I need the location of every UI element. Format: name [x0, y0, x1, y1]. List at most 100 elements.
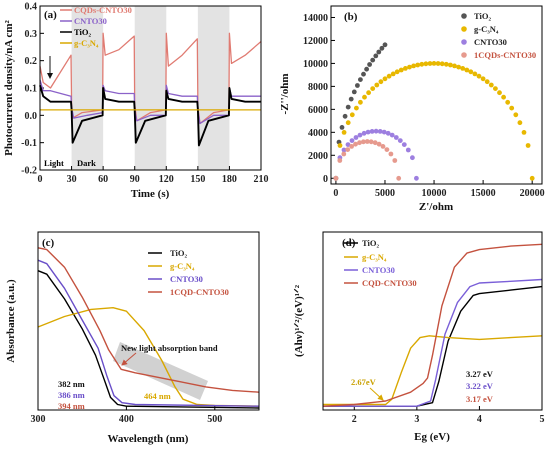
data-point-tio	[339, 125, 345, 130]
series-line-cnto30	[37, 259, 260, 407]
data-point-g-c-n	[431, 61, 437, 66]
legend-tio2: TiO₂	[362, 238, 379, 248]
data-point-g-c-n	[443, 61, 449, 67]
data-point-cnto30	[393, 135, 399, 140]
data-point-tio	[361, 71, 366, 77]
panel-a-frame	[39, 5, 262, 171]
panel-b-series	[333, 42, 535, 181]
data-point-g-c-n	[468, 69, 474, 75]
data-point-g-c-n	[366, 90, 371, 96]
data-point-tio	[370, 57, 376, 63]
data-point-g-c-n	[435, 61, 441, 66]
dark-interval-bands	[71, 6, 230, 170]
annotation-394nm: 394 nm	[58, 401, 85, 411]
series-line-g-c-n	[37, 307, 260, 407]
data-point-g-c-n	[341, 130, 347, 135]
data-point-g-c-n	[448, 62, 453, 68]
legend-swatch-tio2	[461, 13, 467, 19]
data-point-tio	[351, 89, 357, 95]
x-tick-label: 300	[31, 414, 46, 425]
legend-cnto30: CNTO30	[170, 274, 203, 284]
data-point-cnto30	[401, 142, 407, 148]
data-point-g-c-n	[497, 90, 502, 96]
x-tick-label: 0	[333, 188, 338, 199]
data-point-1cqds-cnto30	[341, 151, 347, 157]
data-point-g-c-n	[480, 76, 486, 82]
y-tick-label: 4000	[308, 128, 328, 139]
y-tick-label: 0.2	[25, 56, 38, 67]
annotation-2-67ev: 2.67eV	[351, 377, 377, 387]
data-point-g-c-n	[501, 94, 506, 100]
annotation-382nm: 382 nm	[58, 379, 85, 389]
data-point-cnto30	[410, 155, 415, 161]
annotation-2-67ev-arrow	[369, 387, 384, 401]
y-tick-label: 2000	[308, 151, 328, 162]
data-point-g-c-n	[525, 143, 531, 148]
panel-b: 0 5000 10000 15000 20000 0 2000 4000 6000 8000 100…	[279, 5, 545, 213]
dark-label: Dark	[77, 158, 96, 168]
x-tick-label: 15000	[471, 188, 496, 199]
data-point-1cqds-cnto30	[357, 140, 362, 146]
panel-a-xlabel: Time (s)	[131, 188, 170, 200]
legend-gc3n4: g-C₃N₄	[362, 252, 387, 262]
y-tick-label: 0.3	[25, 29, 38, 40]
data-point-tio	[345, 104, 351, 110]
data-point-tio	[348, 96, 354, 102]
data-point-1cqds-cnto30	[392, 158, 398, 163]
data-point-g-c-n	[378, 79, 384, 85]
data-point-cnto30	[381, 129, 387, 135]
y-tick-label: 12000	[303, 36, 328, 47]
data-point-g-c-n	[415, 62, 421, 68]
data-point-g-c-n	[419, 61, 425, 67]
x-tick-label: 10000	[422, 188, 447, 199]
data-point-g-c-n	[476, 73, 482, 79]
data-point-tio	[355, 83, 360, 88]
panel-c-legend: TiO₂ g-C₃N₄ CNTO30 1CQD-CNTO30	[148, 248, 229, 297]
data-point-g-c-n	[407, 64, 412, 70]
panel-b-xlabel: Z'/ohm	[419, 201, 453, 213]
data-point-g-c-n	[354, 105, 359, 111]
data-point-1cqds-cnto30	[361, 139, 366, 145]
panel-a: 0 30 60 90 120 150 180 210 -0.2 -0.1 0.0 0.1 0.2 0.3 0…	[3, 2, 269, 201]
data-point-g-c-n	[358, 99, 363, 105]
x-tick-label: 120	[159, 174, 174, 185]
data-point-g-c-n	[456, 64, 461, 70]
x-tick-label: 4	[477, 414, 482, 425]
data-point-tio	[364, 66, 369, 72]
dark-interval-band	[134, 6, 167, 170]
x-tick-label: 3	[414, 414, 419, 425]
data-point-cnto30	[377, 129, 383, 134]
data-point-g-c-n	[513, 112, 519, 118]
series-line-tio	[37, 270, 260, 409]
y-tick-label: 6000	[308, 105, 328, 116]
data-point-g-c-n	[362, 94, 367, 100]
data-point-g-c-n	[427, 61, 433, 66]
data-point-tio	[358, 77, 363, 82]
light-label: Light	[44, 158, 64, 168]
legend-cnto30: CNTO30	[362, 265, 395, 275]
data-point-g-c-n	[488, 82, 494, 88]
data-point-cnto30	[341, 147, 347, 153]
x-tick-label: 5000	[375, 188, 395, 199]
legend-swatch-gc3n4	[461, 26, 467, 32]
data-point-cnto30	[345, 142, 351, 148]
data-point-g-c-n	[517, 120, 523, 126]
data-point-g-c-n	[521, 130, 527, 135]
data-point-tio	[367, 62, 372, 67]
x-tick-label: 5	[540, 414, 545, 425]
data-point-1cqds-cnto30	[364, 139, 370, 144]
series-line-cnto30	[323, 278, 543, 407]
data-point-g-c-n	[370, 86, 376, 91]
data-point-1cqds-cnto30	[384, 147, 390, 153]
panel-d-series	[322, 243, 543, 407]
data-point-cnto30	[414, 175, 419, 181]
data-point-g-c-n	[403, 66, 408, 71]
annotation-464nm: 464 nm	[144, 391, 171, 401]
panel-b-label: (b)	[344, 11, 358, 23]
data-point-g-c-n	[394, 69, 400, 75]
legend-gc3n4: g-C₃N₄	[474, 24, 499, 34]
data-point-cnto30	[389, 132, 395, 138]
legend-1cqd-cnto30: 1CQD-CNTO30	[170, 287, 229, 297]
